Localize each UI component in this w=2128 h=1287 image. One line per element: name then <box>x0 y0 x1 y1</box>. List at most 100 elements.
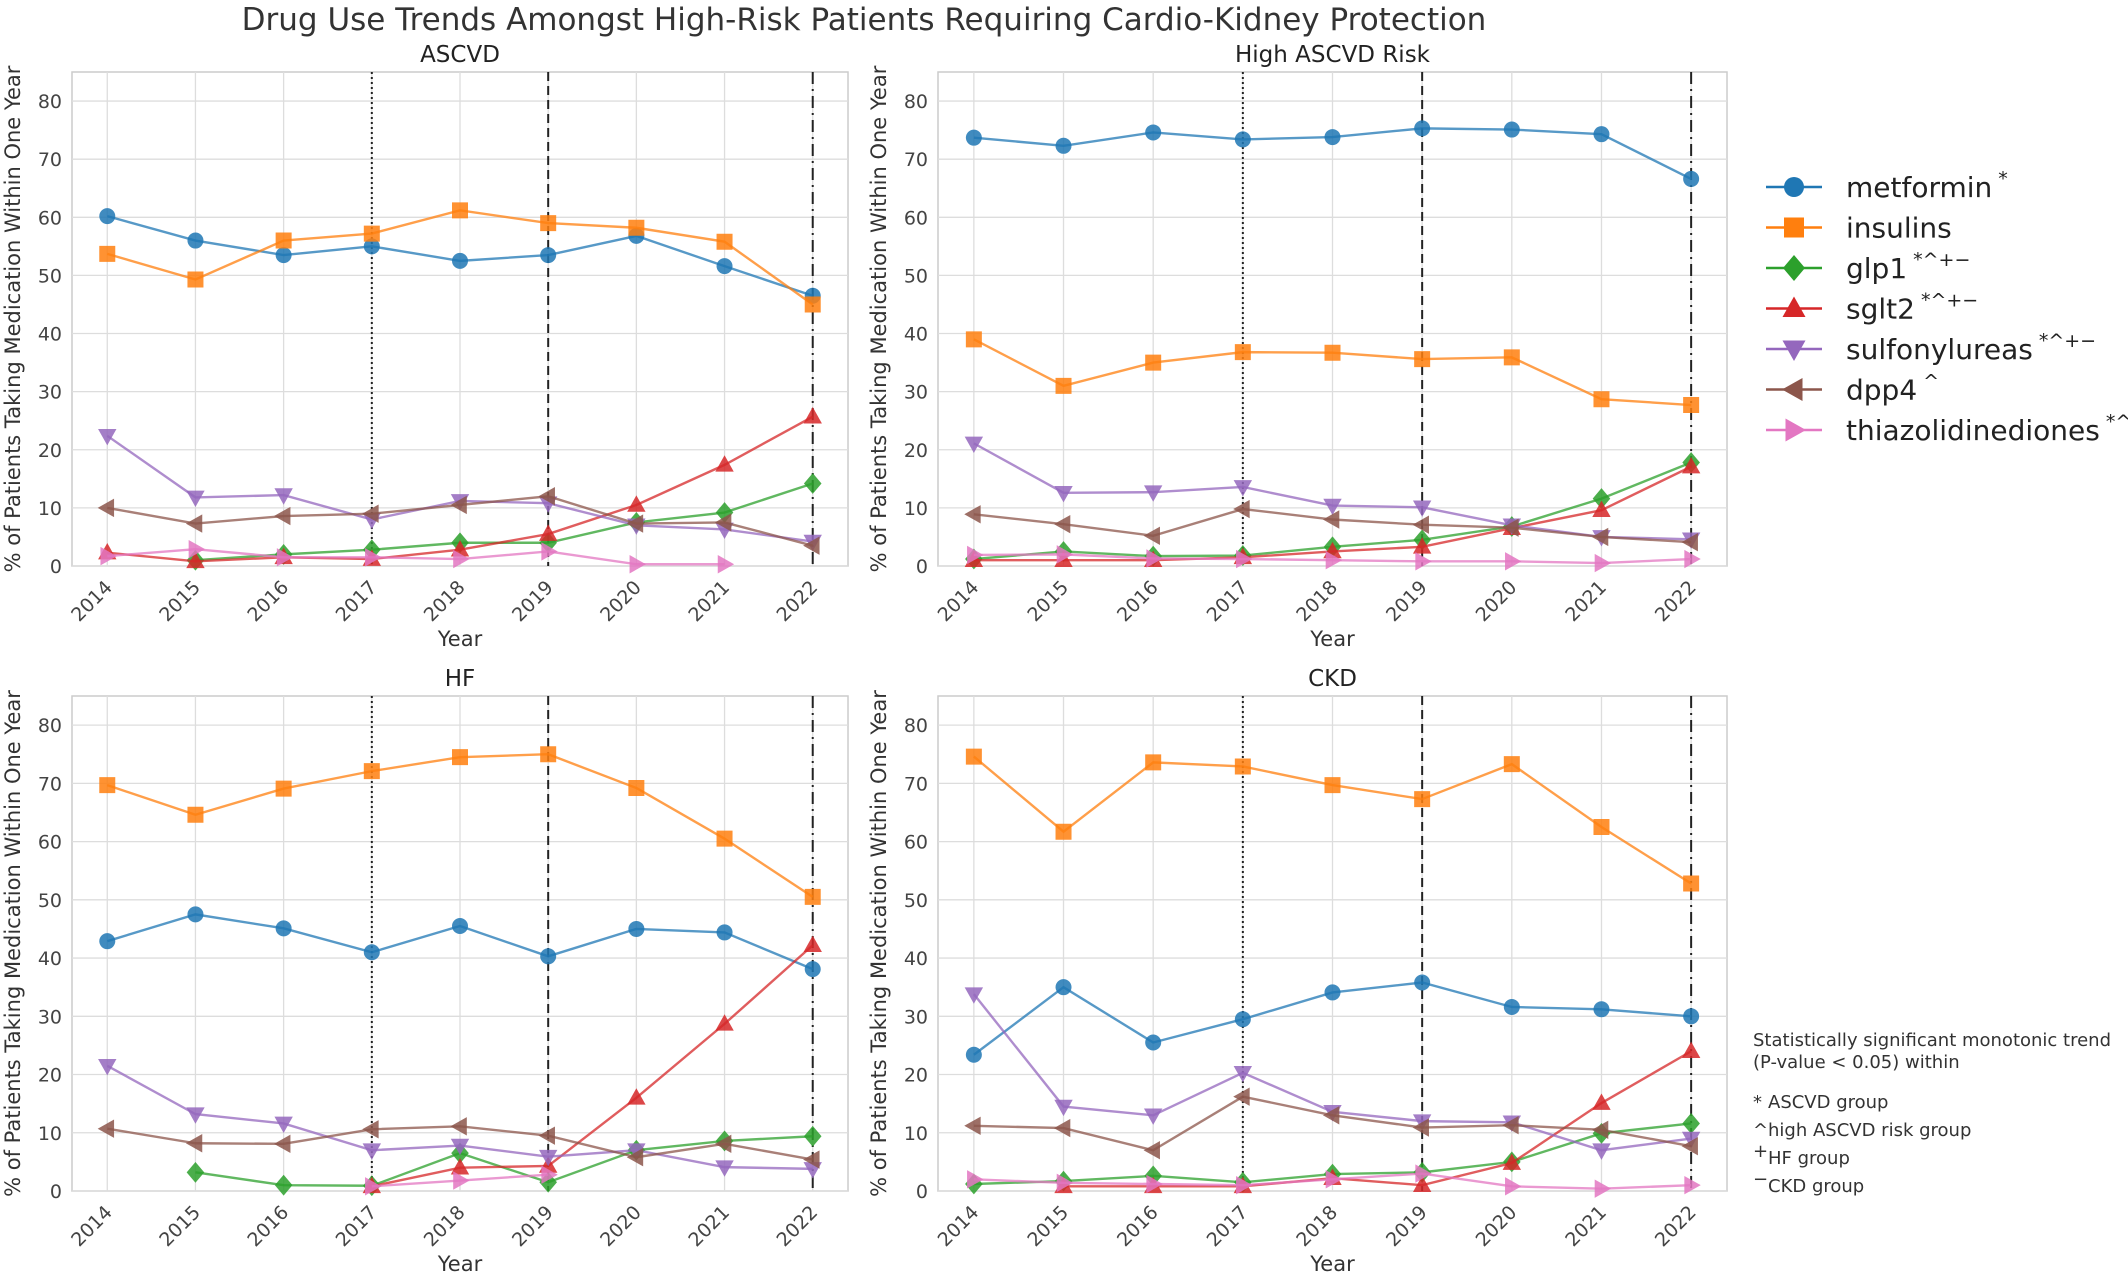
y-tick-label: 80 <box>904 715 928 737</box>
series-dpp4 <box>964 1087 1698 1160</box>
data-point <box>715 455 734 472</box>
data-point <box>965 748 982 765</box>
series-thiazolidinediones <box>967 545 1701 573</box>
data-point <box>450 1158 470 1175</box>
y-tick-label: 60 <box>38 207 62 229</box>
data-point <box>804 296 821 313</box>
data-point <box>274 488 293 505</box>
data-point <box>99 777 116 794</box>
note-text: high ASCVD risk group <box>1768 1120 1971 1141</box>
legend-significance-marks: *^+− <box>1921 290 1978 312</box>
x-tick-label: 2015 <box>1023 576 1073 626</box>
legend-marker <box>1782 340 1806 361</box>
y-tick-label: 80 <box>38 715 62 737</box>
data-point <box>452 202 468 219</box>
x-tick-label: 2021 <box>1561 1201 1611 1251</box>
data-point <box>716 830 733 847</box>
y-tick-label: 10 <box>904 1123 928 1145</box>
chart-legend: metformin * insulins glp1 *^+− sglt2 *^+− sulfo… <box>1766 168 2128 447</box>
x-tick-label: 2015 <box>155 1201 205 1251</box>
chart-panel-hf: 0 10 20 30 40 50 60 70 80 2014 2015 2016 2017 2018 201… <box>1 666 849 1276</box>
data-point <box>185 1134 203 1153</box>
legend-label: insulins <box>1846 212 1952 245</box>
data-point <box>99 245 116 262</box>
series-line <box>107 547 725 566</box>
data-point <box>98 429 117 446</box>
data-point <box>1233 480 1253 497</box>
data-point <box>362 1143 382 1160</box>
x-tick-label: 2021 <box>684 576 734 626</box>
data-point <box>185 514 203 533</box>
data-point <box>1681 1131 1701 1149</box>
x-tick-label: 2021 <box>684 1201 734 1251</box>
data-point <box>1054 485 1073 503</box>
data-point <box>1412 500 1432 517</box>
panel-title: ASCVD <box>420 42 500 68</box>
data-point <box>186 490 205 508</box>
x-tick-label: 2016 <box>243 1201 293 1251</box>
chart-panel-high-ascvd-risk: 0 10 20 30 40 50 60 70 80 2014 2015 2016 2017 2018 201… <box>867 42 1728 651</box>
data-point <box>1412 537 1432 554</box>
data-point <box>1233 1065 1253 1083</box>
data-point <box>1143 1141 1160 1160</box>
x-tick-label: 2016 <box>243 576 293 626</box>
note-text: HF group <box>1768 1148 1850 1169</box>
legend-marker <box>1783 255 1805 281</box>
data-point <box>717 555 735 574</box>
data-point <box>714 1134 732 1154</box>
data-point <box>452 918 468 935</box>
data-point <box>1593 1001 1610 1018</box>
x-tick-label: 2015 <box>1023 1201 1073 1251</box>
data-point <box>715 1014 734 1031</box>
data-point <box>1414 974 1431 991</box>
note-item: ^ high ASCVD risk group <box>1753 1120 1971 1141</box>
data-point <box>1683 170 1700 187</box>
x-tick-label: 2019 <box>1382 1201 1432 1251</box>
data-point <box>538 524 558 541</box>
data-point <box>1234 344 1251 361</box>
y-tick-label: 70 <box>904 149 928 171</box>
data-point <box>1681 457 1701 474</box>
data-point <box>363 225 380 242</box>
x-tick-label: 2016 <box>1113 1201 1163 1251</box>
data-point <box>1503 121 1520 138</box>
x-tick-label: 2014 <box>67 576 117 626</box>
data-point <box>803 407 822 424</box>
x-tick-label: 2018 <box>420 1201 470 1251</box>
data-point <box>1322 510 1340 529</box>
legend-label: dpp4 ^ <box>1846 371 1939 407</box>
data-point <box>98 1058 117 1076</box>
data-point <box>538 1126 555 1145</box>
data-point <box>1592 1143 1611 1160</box>
x-tick-label: 2020 <box>596 1201 646 1251</box>
x-tick-label: 2019 <box>508 576 558 626</box>
data-point <box>1414 791 1431 808</box>
data-point <box>1056 1173 1074 1193</box>
legend-significance-marks: *^ <box>2106 411 2128 433</box>
data-point <box>714 513 732 532</box>
data-point <box>1236 549 1253 569</box>
data-point <box>1143 485 1163 502</box>
data-point <box>1234 758 1251 775</box>
series-insulins <box>99 202 821 313</box>
data-point <box>1055 823 1072 840</box>
data-point <box>967 1170 984 1189</box>
data-point <box>1412 1175 1432 1192</box>
x-axis-label: Year <box>437 1252 483 1276</box>
y-tick-label: 20 <box>38 440 62 462</box>
series-dpp4 <box>97 487 820 555</box>
data-point <box>363 238 380 255</box>
x-tick-label: 2014 <box>67 1201 117 1251</box>
data-point <box>450 1117 467 1136</box>
y-tick-label: 60 <box>904 832 928 854</box>
y-axis-label: % of Patients Taking Medication Within O… <box>867 690 891 1197</box>
data-point <box>450 495 467 515</box>
data-point <box>1143 526 1160 545</box>
data-point <box>1591 1120 1609 1140</box>
x-tick-label: 2016 <box>1113 576 1163 626</box>
data-point <box>628 219 645 236</box>
legend-label: sulfonylureas *^+− <box>1846 330 2096 366</box>
data-point <box>186 1161 205 1183</box>
data-point <box>1233 1087 1250 1106</box>
x-tick-label: 2017 <box>1203 1201 1253 1251</box>
